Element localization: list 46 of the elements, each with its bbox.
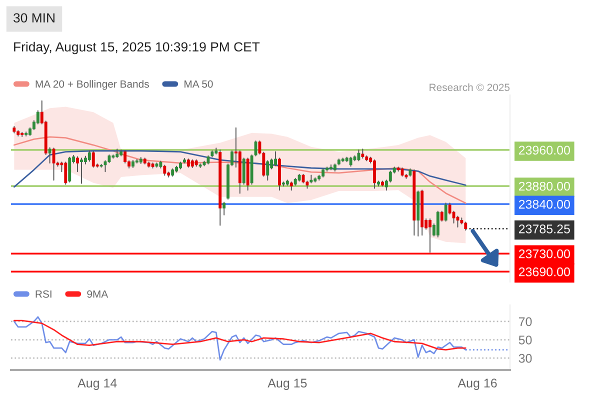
candlestick (448, 202, 452, 214)
line-series (13, 320, 466, 351)
candlestick (456, 216, 460, 228)
y-tick-label: 23730.00 (518, 249, 570, 258)
candlestick (428, 218, 432, 253)
candlestick (373, 159, 376, 189)
candlestick (52, 148, 56, 181)
y-tick-label: 50 (518, 336, 532, 344)
candlestick (349, 156, 352, 167)
candlestick (88, 150, 91, 162)
candlestick (163, 164, 166, 176)
candlestick (76, 156, 79, 172)
candlestick (444, 202, 448, 222)
candlestick (48, 147, 52, 164)
x-tick-label: Aug 15 (268, 378, 307, 390)
candlestick (222, 202, 226, 216)
legend-label: MA 50 (184, 80, 213, 88)
y-tick-label: 23785.25 (518, 224, 570, 234)
y-tick-label: 70 (518, 317, 532, 326)
candlestick (242, 158, 246, 185)
chart-title: 30 MIN (14, 13, 54, 23)
y-tick-label: 23960.00 (518, 146, 570, 155)
y-tick-label: 23840.00 (518, 200, 570, 209)
line-series (13, 150, 466, 188)
y-tick-label: 30 (518, 354, 532, 363)
text: Research © 2025 (430, 83, 510, 92)
candlestick (440, 210, 444, 222)
candlestick (357, 149, 360, 162)
y-tick-label: 23880.00 (518, 182, 570, 191)
x-tick-label: Aug 16 (458, 378, 497, 390)
candlestick (436, 210, 440, 238)
line-series (13, 136, 466, 204)
legend-label: RSI (36, 290, 52, 298)
candlestick (124, 150, 127, 164)
chart-subtitle: Friday, August 15, 2025 10:39:19 PM CET (14, 42, 260, 54)
x-tick-label: Aug 14 (78, 378, 117, 390)
candlestick (64, 162, 68, 185)
legend-label: 9MA (87, 290, 108, 298)
legend-label: MA 20 + Bollinger Bands (36, 80, 149, 90)
candlestick (92, 150, 95, 168)
candlestick (68, 156, 72, 182)
candlestick (274, 151, 278, 166)
candlestick (80, 158, 83, 184)
candlestick (361, 148, 364, 159)
candlestick (266, 160, 270, 181)
y-tick-label: 23690.00 (518, 267, 570, 276)
